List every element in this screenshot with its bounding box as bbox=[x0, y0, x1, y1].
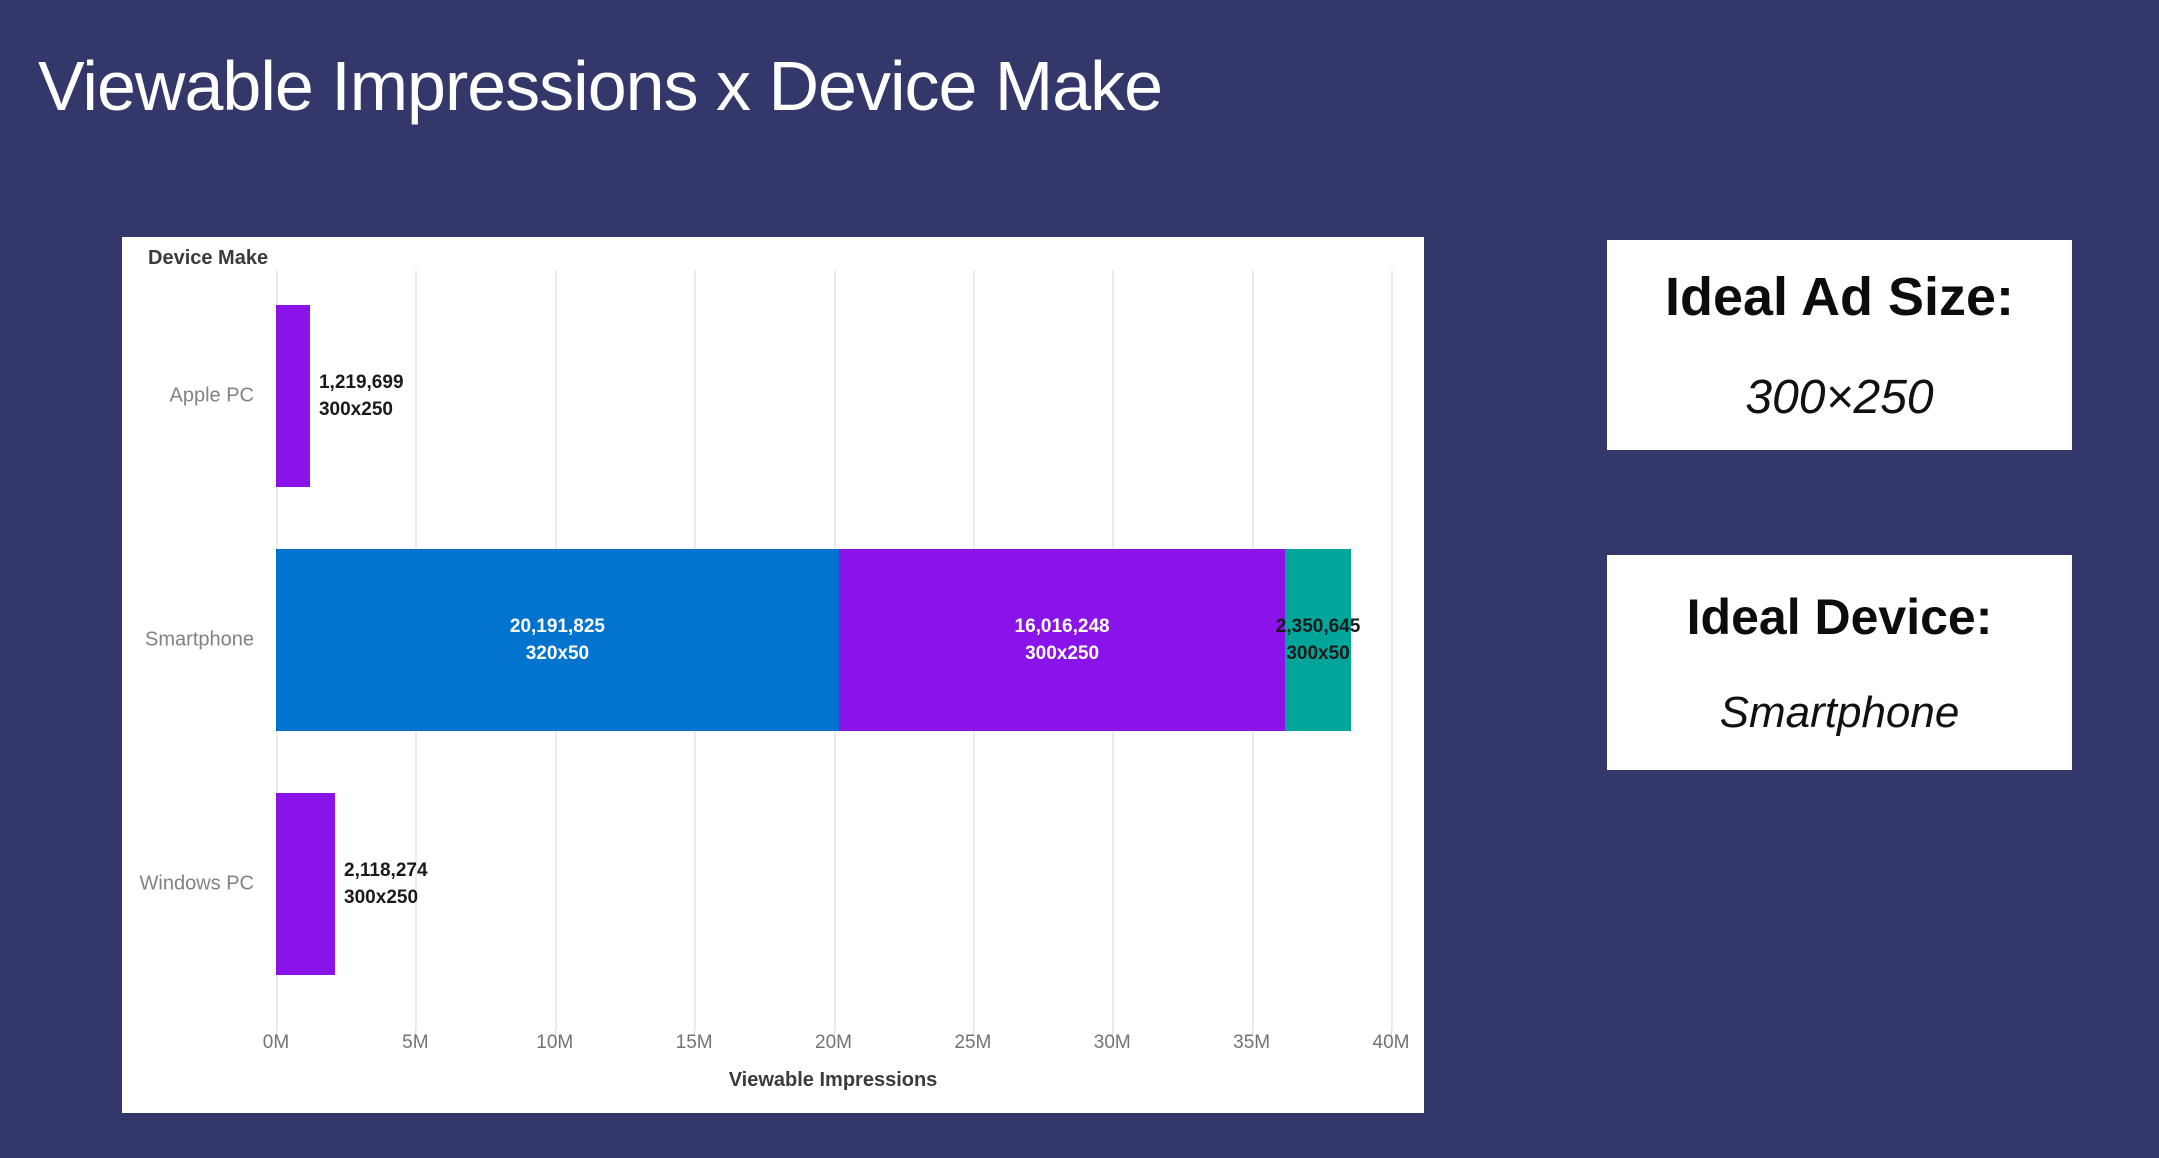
x-tick-label: 40M bbox=[1372, 1032, 1410, 1053]
segment-value: 16,016,248 bbox=[1014, 616, 1110, 637]
x-axis-tick bbox=[1251, 1030, 1253, 1036]
segment-ad-size: 320x50 bbox=[525, 643, 590, 664]
x-tick-label: 5M bbox=[402, 1032, 429, 1053]
chart-panel: Device Make 1,219,699 300x250 20,191,825 32… bbox=[122, 237, 1424, 1113]
x-tick-label: 35M bbox=[1233, 1032, 1271, 1053]
bar-value-label: 16,016,248 300x250 bbox=[839, 549, 1285, 731]
x-tick-label: 20M bbox=[815, 1032, 852, 1053]
x-axis-tick bbox=[694, 1030, 696, 1036]
x-axis-tick bbox=[276, 1030, 277, 1036]
x-axis-tick bbox=[972, 1030, 974, 1036]
x-axis-tick bbox=[1391, 1030, 1392, 1036]
category-label: Smartphone bbox=[145, 628, 254, 651]
ideal-device-card: Ideal Device: Smartphone bbox=[1607, 555, 2072, 770]
x-tick-label: 30M bbox=[1093, 1032, 1131, 1053]
segment-ad-size: 300x250 bbox=[344, 887, 419, 908]
x-tick-label: 10M bbox=[536, 1032, 574, 1053]
bar-segment[interactable]: 16,016,248 300x250 bbox=[838, 549, 1286, 731]
ideal-ad-size-value: 300×250 bbox=[1745, 370, 1934, 424]
x-axis-tick bbox=[1112, 1030, 1114, 1036]
x-tick-label: 15M bbox=[675, 1032, 713, 1053]
bar-segment[interactable] bbox=[276, 793, 336, 975]
bar-segment[interactable] bbox=[276, 305, 310, 487]
gridline bbox=[1391, 270, 1393, 1030]
bar-segment[interactable]: 20,191,825 320x50 bbox=[276, 549, 839, 731]
segment-value: 20,191,825 bbox=[509, 616, 605, 637]
segment-value: 2,118,274 bbox=[344, 860, 428, 881]
ideal-device-value: Smartphone bbox=[1719, 687, 1960, 737]
page-title: Viewable Impressions x Device Make bbox=[38, 47, 1163, 125]
bar-segment[interactable] bbox=[1285, 549, 1351, 731]
plot-area: 1,219,699 300x250 20,191,825 320x50 16,016,2… bbox=[276, 270, 1393, 1030]
x-tick-label: 25M bbox=[954, 1032, 992, 1053]
segment-value: 2,350,645 bbox=[1275, 616, 1361, 637]
category-label: Apple PC bbox=[169, 384, 255, 407]
x-axis-tick bbox=[554, 1030, 556, 1036]
bar-value-label: 2,350,645 300x50 bbox=[1276, 613, 1361, 667]
segment-value: 1,219,699 bbox=[318, 372, 404, 393]
ideal-device-title: Ideal Device: bbox=[1686, 588, 1993, 645]
segment-ad-size: 300x250 bbox=[1025, 643, 1100, 664]
ideal-ad-size-card: Ideal Ad Size: 300×250 bbox=[1607, 240, 2072, 450]
x-tick-label: 0M bbox=[262, 1032, 290, 1053]
segment-ad-size: 300x250 bbox=[318, 399, 393, 420]
bar-row: 1,219,699 300x250 bbox=[276, 305, 1391, 487]
chart-panel-title: Device Make bbox=[148, 247, 269, 269]
bar-row: 2,118,274 300x250 bbox=[276, 793, 1391, 975]
category-label: Windows PC bbox=[139, 872, 254, 895]
segment-ad-size: 300x50 bbox=[1286, 643, 1350, 664]
x-axis-tick bbox=[415, 1030, 417, 1036]
bar-value-label: 20,191,825 320x50 bbox=[276, 549, 839, 731]
x-axis-tick bbox=[833, 1030, 835, 1036]
bar-row: 20,191,825 320x50 16,016,248 300x250 2,350,6… bbox=[276, 549, 1391, 731]
x-axis-title: Viewable Impressions bbox=[728, 1069, 938, 1091]
bar-value-label: 2,118,274 300x250 bbox=[344, 857, 427, 911]
bar-value-label: 1,219,699 300x250 bbox=[319, 369, 404, 423]
ideal-ad-size-title: Ideal Ad Size: bbox=[1664, 266, 2015, 327]
